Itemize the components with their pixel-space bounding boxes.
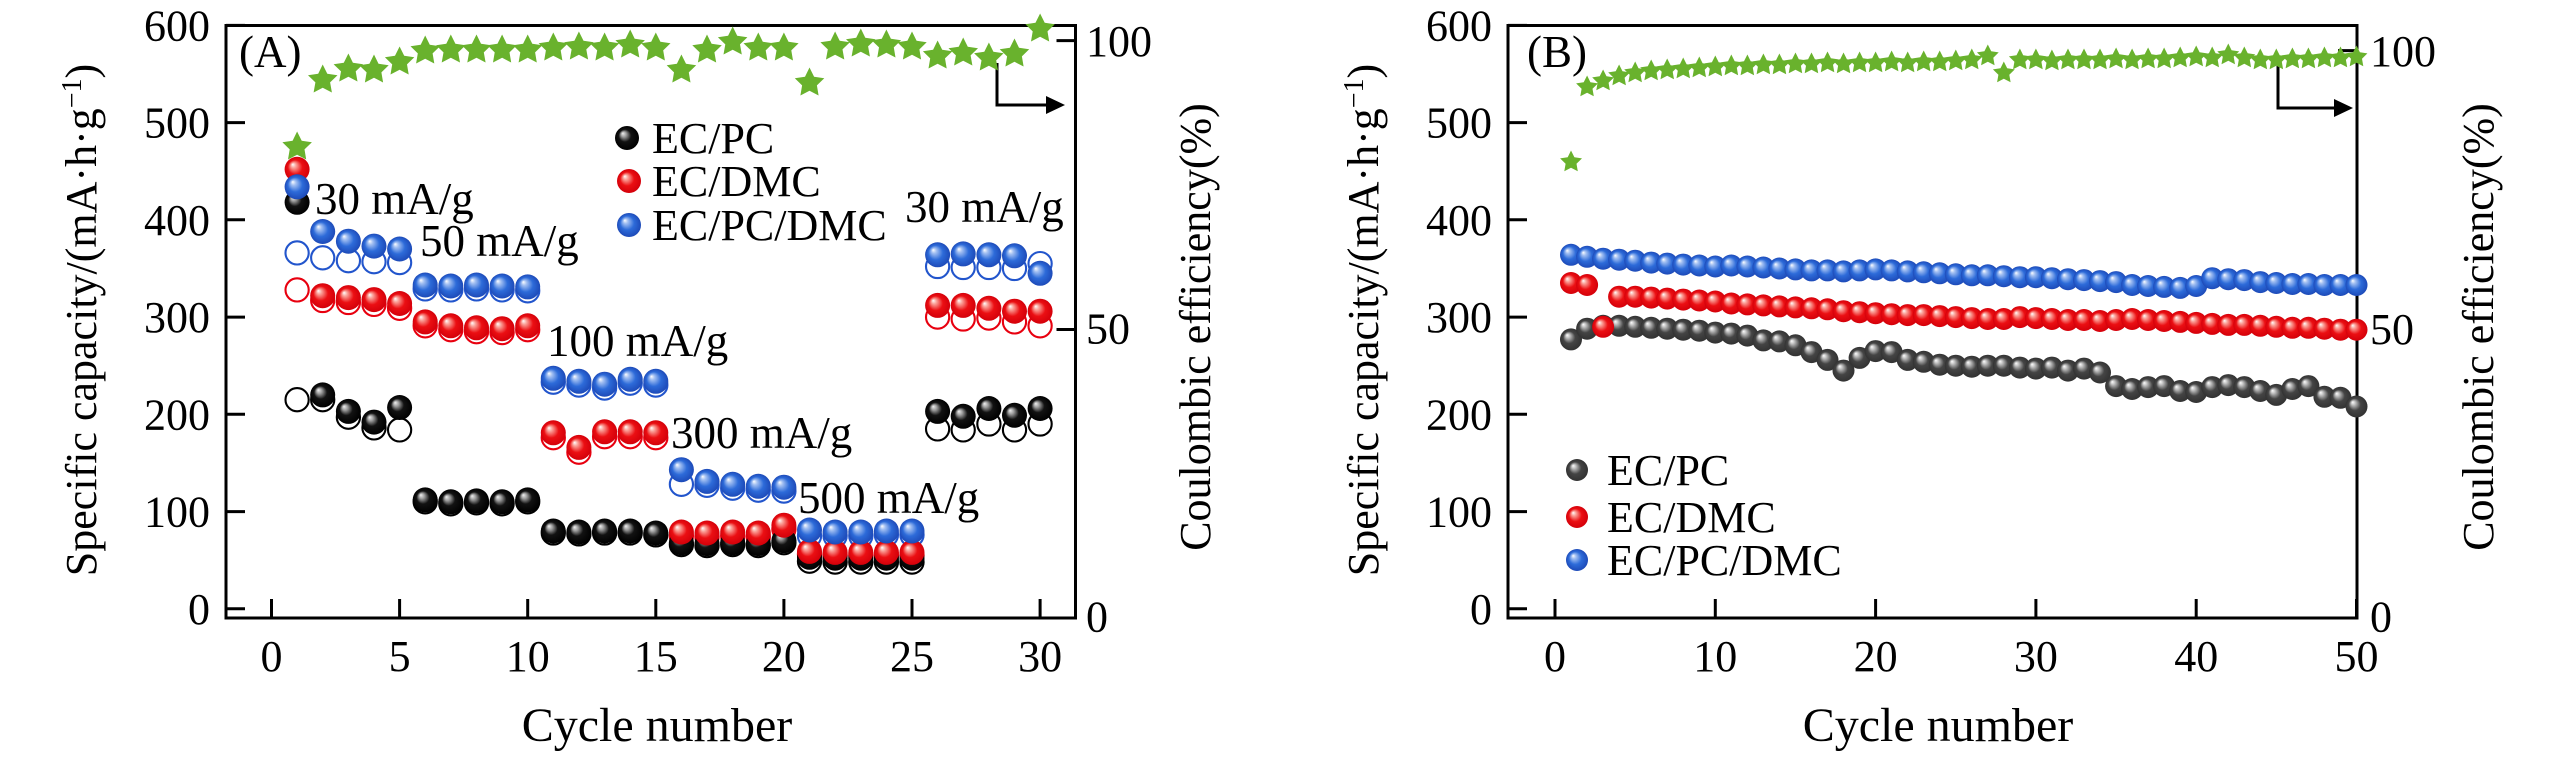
svg-text:100: 100 bbox=[144, 488, 210, 537]
svg-text:EC/PC: EC/PC bbox=[1607, 446, 1729, 495]
svg-text:0: 0 bbox=[1470, 585, 1492, 634]
svg-text:50: 50 bbox=[1086, 304, 1130, 353]
svg-text:Coulombic efficiency(%): Coulombic efficiency(%) bbox=[1171, 103, 1220, 551]
svg-text:40: 40 bbox=[2174, 632, 2218, 681]
svg-text:400: 400 bbox=[144, 196, 210, 245]
svg-text:500: 500 bbox=[1426, 99, 1492, 148]
svg-text:30: 30 bbox=[1018, 632, 1062, 681]
svg-text:200: 200 bbox=[1426, 390, 1492, 439]
svg-text:100: 100 bbox=[1086, 17, 1152, 66]
svg-text:EC/PC/DMC: EC/PC/DMC bbox=[1607, 536, 1842, 585]
svg-text:50: 50 bbox=[2370, 305, 2414, 354]
svg-text:400: 400 bbox=[1426, 196, 1492, 245]
svg-text:100: 100 bbox=[2370, 27, 2436, 76]
svg-text:0: 0 bbox=[2370, 592, 2392, 641]
svg-text:10: 10 bbox=[506, 632, 550, 681]
svg-text:30 mA/g: 30 mA/g bbox=[315, 174, 474, 224]
svg-text:500 mA/g: 500 mA/g bbox=[798, 473, 979, 523]
svg-text:EC/PC: EC/PC bbox=[652, 114, 774, 163]
svg-text:50: 50 bbox=[2335, 632, 2379, 681]
svg-text:EC/DMC: EC/DMC bbox=[652, 157, 821, 206]
svg-text:500: 500 bbox=[144, 99, 210, 148]
svg-text:600: 600 bbox=[144, 1, 210, 50]
svg-text:20: 20 bbox=[762, 632, 806, 681]
svg-text:(A): (A) bbox=[239, 27, 301, 77]
svg-text:Specific capacity/(mA·h·g−1): Specific capacity/(mA·h·g−1) bbox=[57, 64, 106, 576]
svg-text:300: 300 bbox=[1426, 293, 1492, 342]
svg-text:300 mA/g: 300 mA/g bbox=[671, 408, 852, 458]
svg-text:EC/DMC: EC/DMC bbox=[1607, 493, 1776, 542]
svg-text:5: 5 bbox=[389, 632, 411, 681]
svg-text:200: 200 bbox=[144, 390, 210, 439]
svg-text:10: 10 bbox=[1693, 632, 1737, 681]
svg-text:Cycle number: Cycle number bbox=[1803, 699, 2074, 752]
svg-text:25: 25 bbox=[890, 632, 934, 681]
svg-text:100 mA/g: 100 mA/g bbox=[547, 316, 728, 366]
svg-text:100: 100 bbox=[1426, 488, 1492, 537]
svg-text:300: 300 bbox=[144, 293, 210, 342]
svg-text:50 mA/g: 50 mA/g bbox=[420, 216, 579, 266]
svg-text:600: 600 bbox=[1426, 1, 1492, 50]
svg-text:0: 0 bbox=[1086, 592, 1108, 641]
svg-text:Cycle number: Cycle number bbox=[522, 699, 793, 752]
svg-text:20: 20 bbox=[1854, 632, 1898, 681]
svg-text:15: 15 bbox=[634, 632, 678, 681]
svg-text:30: 30 bbox=[2014, 632, 2058, 681]
svg-text:0: 0 bbox=[1544, 632, 1566, 681]
svg-text:Coulombic efficiency(%): Coulombic efficiency(%) bbox=[2454, 103, 2503, 551]
svg-text:Specific capacity/(mA·h·g−1): Specific capacity/(mA·h·g−1) bbox=[1339, 64, 1388, 576]
svg-text:EC/PC/DMC: EC/PC/DMC bbox=[652, 201, 887, 250]
svg-text:(B): (B) bbox=[1527, 27, 1587, 77]
svg-text:30 mA/g: 30 mA/g bbox=[905, 182, 1064, 232]
svg-text:0: 0 bbox=[261, 632, 283, 681]
svg-text:0: 0 bbox=[188, 585, 210, 634]
